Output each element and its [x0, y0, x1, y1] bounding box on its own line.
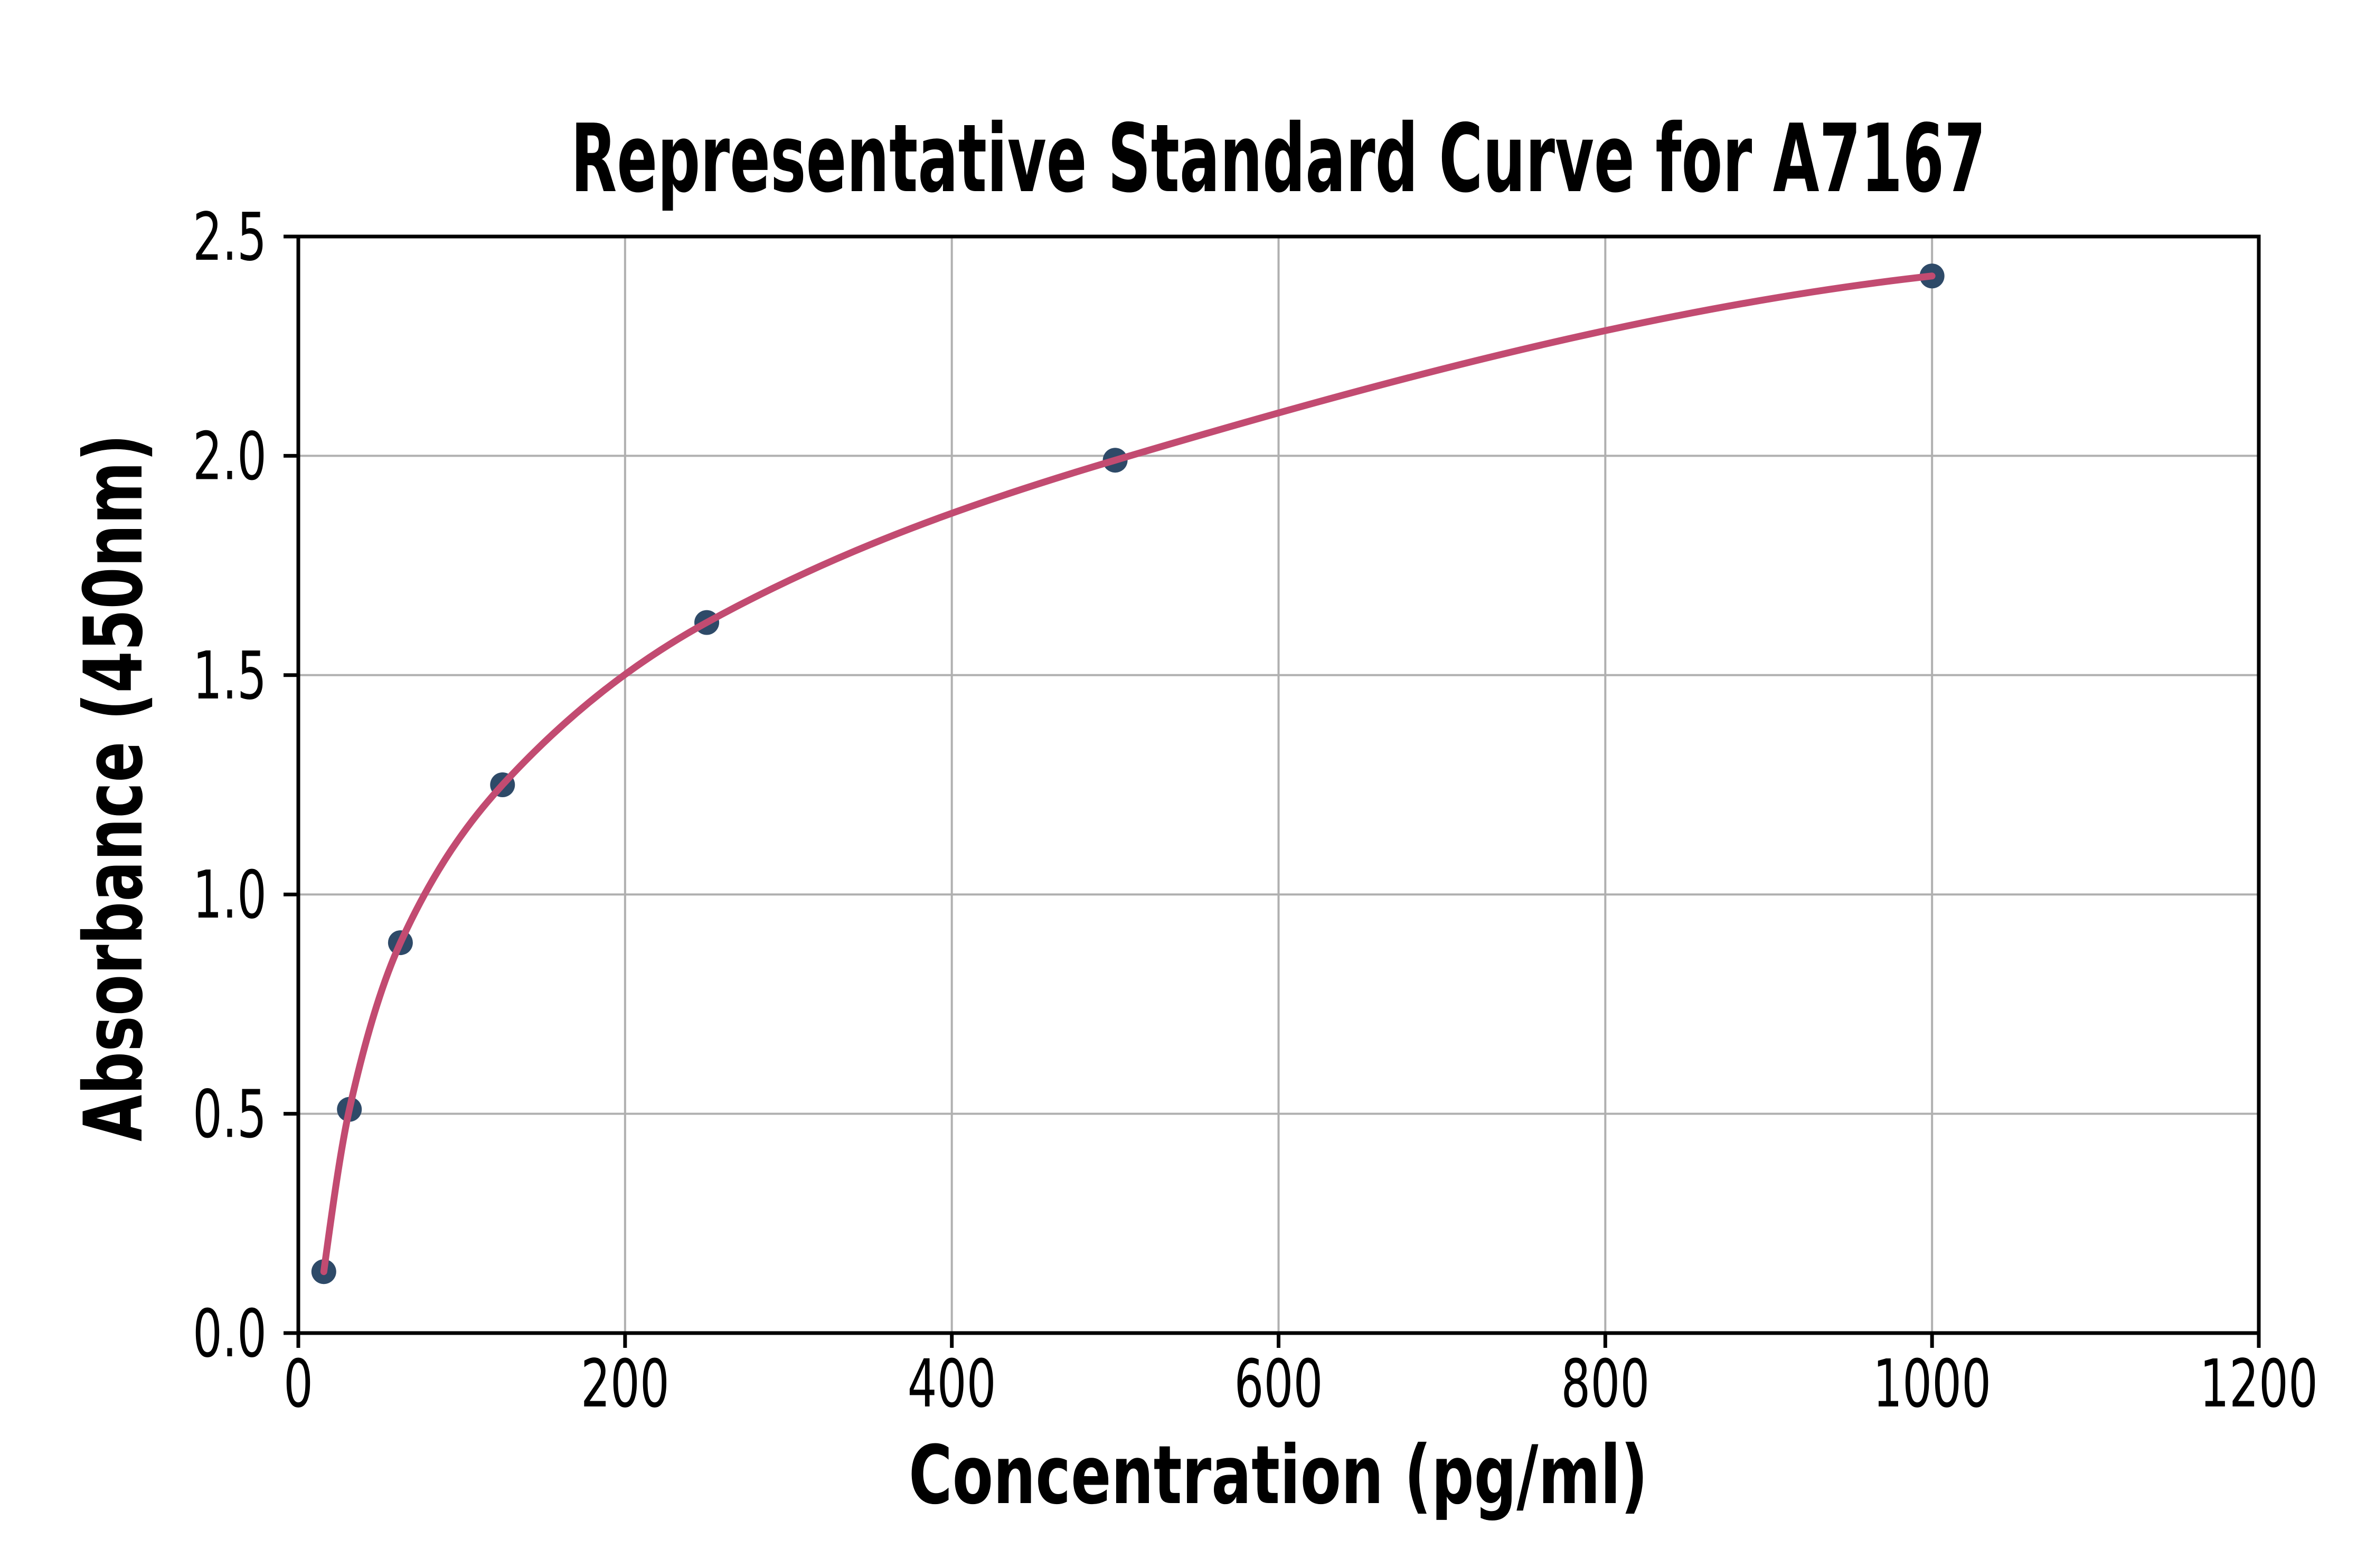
chart-title: Representative Standard Curve for A7167 — [571, 104, 1986, 213]
x-tick-label: 200 — [581, 1346, 670, 1422]
x-tick-label: 600 — [1234, 1346, 1323, 1422]
fitted-curve-path — [320, 272, 1936, 1276]
x-tick-label: 400 — [908, 1346, 996, 1422]
axis-ticks — [284, 234, 2261, 1348]
x-axis-label: Concentration (pg/ml) — [909, 1429, 1648, 1523]
y-tick-label: 0.5 — [193, 1076, 267, 1153]
x-tick-label: 1200 — [2200, 1346, 2318, 1422]
fit-curve — [320, 272, 1936, 1276]
y-tick-label: 0.0 — [193, 1296, 267, 1372]
tick-labels: 0 200 400 600 800 1000 1200 0.0 0.5 1.0 1.5 2.0 2.5 — [193, 199, 2318, 1422]
y-tick-label: 1.5 — [193, 638, 267, 714]
y-tick-label: 1.0 — [193, 857, 267, 933]
x-tick-label: 800 — [1561, 1346, 1649, 1422]
y-tick-label: 2.0 — [193, 418, 267, 495]
x-tick-label: 1000 — [1873, 1346, 1991, 1422]
y-tick-label: 2.5 — [193, 199, 267, 276]
plot-border — [296, 234, 2261, 1335]
x-tick-label: 0 — [284, 1346, 313, 1422]
y-axis-label: Absorbance (450nm) — [67, 434, 161, 1141]
